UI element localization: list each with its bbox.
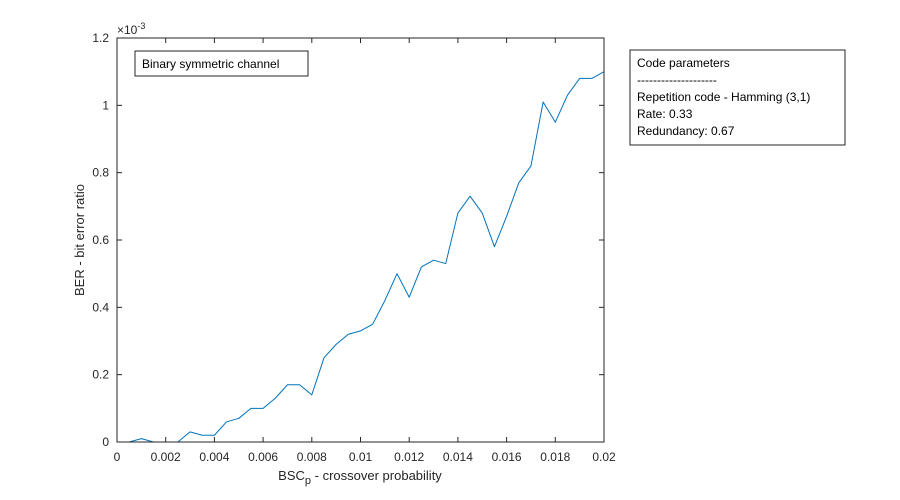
- y-tick-label: 0: [102, 435, 109, 449]
- y-tick-label: 1.2: [92, 31, 109, 45]
- code-parameters-code: Repetition code - Hamming (3,1): [637, 90, 810, 104]
- channel-label-box: Binary symmetric channel: [134, 50, 309, 77]
- y-exponent-label: ×10-3: [117, 21, 145, 37]
- x-tick-label: 0: [114, 450, 121, 464]
- plot-area: [117, 38, 604, 442]
- x-tick-label: 0.018: [540, 450, 570, 464]
- x-axis: 0 0.002 0.004 0.006 0.008 0.01 0.012 0.014 0.016…: [114, 38, 616, 464]
- x-tick-label: 0.004: [199, 450, 229, 464]
- y-axis: 0 0.2 0.4 0.6 0.8 1 1.2: [92, 31, 604, 449]
- x-tick-label: 0.002: [151, 450, 181, 464]
- x-tick-label: 0.016: [492, 450, 522, 464]
- y-tick-label: 1: [102, 98, 109, 112]
- code-parameters-box: Code parameters -------------------- Rep…: [629, 49, 846, 146]
- code-parameters-redundancy: Redundancy: 0.67: [637, 124, 735, 138]
- x-tick-label: 0.02: [592, 450, 616, 464]
- code-parameters-divider: --------------------: [637, 73, 717, 87]
- x-tick-label: 0.014: [443, 450, 473, 464]
- y-tick-label: 0.6: [92, 233, 109, 247]
- series-layer: [117, 71, 605, 443]
- y-tick-label: 0.4: [92, 300, 109, 314]
- channel-label: Binary symmetric channel: [142, 57, 279, 71]
- x-tick-label: 0.008: [297, 450, 327, 464]
- x-tick-label: 0.006: [248, 450, 278, 464]
- code-parameters-rate: Rate: 0.33: [637, 107, 693, 121]
- x-tick-label: 0.012: [394, 450, 424, 464]
- code-parameters-title: Code parameters: [637, 56, 730, 70]
- y-tick-label: 0.2: [92, 368, 109, 382]
- ber-series-line: [117, 71, 605, 443]
- y-axis-title: BER - bit error ratio: [72, 184, 87, 296]
- x-axis-title: BSCp - crossover probability: [278, 468, 442, 487]
- y-tick-label: 0.8: [92, 166, 109, 180]
- x-tick-label: 0.01: [349, 450, 373, 464]
